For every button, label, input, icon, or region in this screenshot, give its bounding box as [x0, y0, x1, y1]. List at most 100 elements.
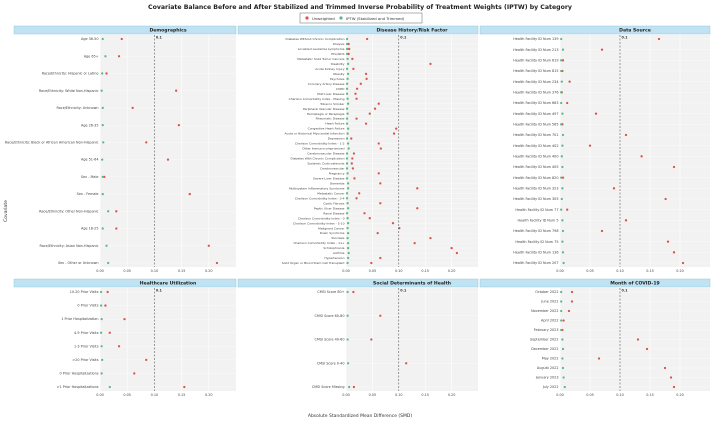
point-iptw [346, 142, 350, 145]
x-tick-label: 0.05 [586, 269, 594, 273]
panel-month-of-covid-19: Month of COVID-19 0.00 0.05 0.10 0.15 0.20 Oct… [479, 278, 711, 397]
row-label: Charlson Comorbidity Index - 1-2 [295, 142, 345, 146]
point-unweighted [377, 172, 380, 175]
point-unweighted [166, 158, 170, 161]
row-label: Health Facility ID Num 305 [513, 197, 558, 201]
point-unweighted [561, 176, 565, 179]
panel-header [13, 278, 237, 288]
point-iptw [345, 192, 349, 195]
point-unweighted [379, 256, 382, 260]
point-unweighted [351, 167, 355, 170]
point-unweighted [391, 222, 395, 225]
panel-title: Social Determinants of Health [373, 281, 451, 287]
row-label: Race/Ethnicity: Black or African America… [5, 140, 99, 144]
threshold-label: 0.1 [400, 36, 407, 40]
legend-unweighted-marker [305, 16, 309, 20]
row-label: Cerebrovascular [320, 167, 345, 171]
x-tick-label: 0.10 [151, 269, 159, 273]
row-label: CMSI Score 80+ [317, 290, 344, 294]
row-label: Renal Disease [323, 211, 344, 215]
figure-title: Covariate Balance Before and After Stabi… [148, 4, 572, 11]
point-unweighted [379, 147, 382, 150]
legend-box [299, 12, 423, 24]
point-unweighted [207, 244, 210, 247]
point-iptw [99, 304, 103, 307]
point-unweighted [354, 92, 357, 95]
point-unweighted [364, 72, 368, 75]
point-iptw [561, 251, 565, 254]
point-unweighted [568, 80, 571, 83]
point-iptw [560, 319, 563, 322]
point-iptw [345, 82, 349, 85]
row-label: Sex - Other or Unknown [58, 261, 99, 265]
row-label: May 2022 [542, 357, 559, 361]
panel-header [13, 25, 237, 35]
point-iptw [560, 123, 563, 126]
row-label: Health Facility ID Num 213 [513, 48, 558, 52]
point-iptw [345, 152, 349, 155]
row-label: April 2022 [541, 319, 558, 323]
point-iptw [101, 175, 104, 178]
point-unweighted [566, 208, 569, 211]
point-iptw [346, 207, 350, 210]
point-iptw [560, 290, 563, 294]
x-tick-label: 0.00 [342, 393, 350, 397]
point-unweighted [405, 362, 408, 365]
row-label: Cystic Fibrosis [323, 201, 345, 205]
point-iptw [346, 314, 349, 317]
point-iptw [101, 124, 104, 127]
point-unweighted [645, 347, 649, 351]
row-label: Psychosis [330, 77, 345, 81]
threshold-label: 0.1 [622, 36, 629, 40]
row-label: Charlson Comorbidity Index - 3-4 [295, 196, 345, 200]
row-label: CMSI Score 60-80 [315, 314, 345, 318]
row-label: Obesity [333, 72, 345, 76]
point-iptw [100, 372, 103, 375]
point-unweighted [672, 165, 676, 169]
point-iptw [346, 241, 350, 245]
point-unweighted [567, 309, 571, 313]
point-unweighted [188, 192, 191, 196]
row-label: >20 Prior Visits [72, 358, 98, 362]
point-iptw [560, 208, 563, 211]
point-iptw [560, 59, 563, 62]
point-iptw [560, 309, 563, 313]
row-label: Health Facility ID Num 400 [513, 154, 558, 158]
point-unweighted [669, 376, 673, 379]
point-unweighted [115, 210, 118, 213]
point-iptw [560, 91, 563, 94]
point-unweighted [368, 217, 371, 220]
point-iptw [345, 37, 349, 41]
point-iptw [561, 366, 565, 370]
point-iptw [345, 47, 349, 51]
point-unweighted [133, 372, 136, 375]
row-label: Pregnancy [329, 172, 345, 176]
row-label: Age 36-50 [81, 37, 99, 41]
row-label: Health Facility ID Num 565 [513, 122, 558, 126]
row-label: Health Facility ID Num 798 [513, 229, 558, 233]
x-tick-label: 0.20 [205, 393, 213, 397]
row-label: Health Facility ID Num 663 [513, 101, 558, 105]
point-unweighted [450, 246, 453, 250]
row-label: Health Facility ID Num 701 [513, 133, 558, 137]
point-unweighted [377, 142, 380, 145]
row-label: Cerebrovascular Disease [307, 152, 344, 156]
x-tick-label: 0.05 [123, 269, 131, 273]
x-tick-label: 0.00 [556, 393, 564, 397]
row-label: Peptic Ulcer Disease [314, 206, 345, 210]
point-unweighted [570, 300, 574, 303]
point-iptw [346, 62, 350, 66]
point-unweighted [681, 261, 685, 265]
threshold-label: 0.1 [156, 36, 163, 40]
point-iptw [346, 132, 349, 135]
x-tick-label: 0.20 [448, 393, 456, 397]
point-iptw [345, 197, 349, 200]
row-label: Health Facility ID Num 77 [515, 208, 558, 212]
x-tick-label: 0.00 [556, 269, 564, 273]
point-iptw [101, 158, 104, 161]
point-iptw [560, 80, 563, 83]
row-label: Congestive Heart Failure [308, 127, 345, 131]
row-label: Multisystem Inflammatory Syndrome [289, 186, 345, 190]
row-label: Health Facility ID Num 323 [513, 186, 558, 190]
